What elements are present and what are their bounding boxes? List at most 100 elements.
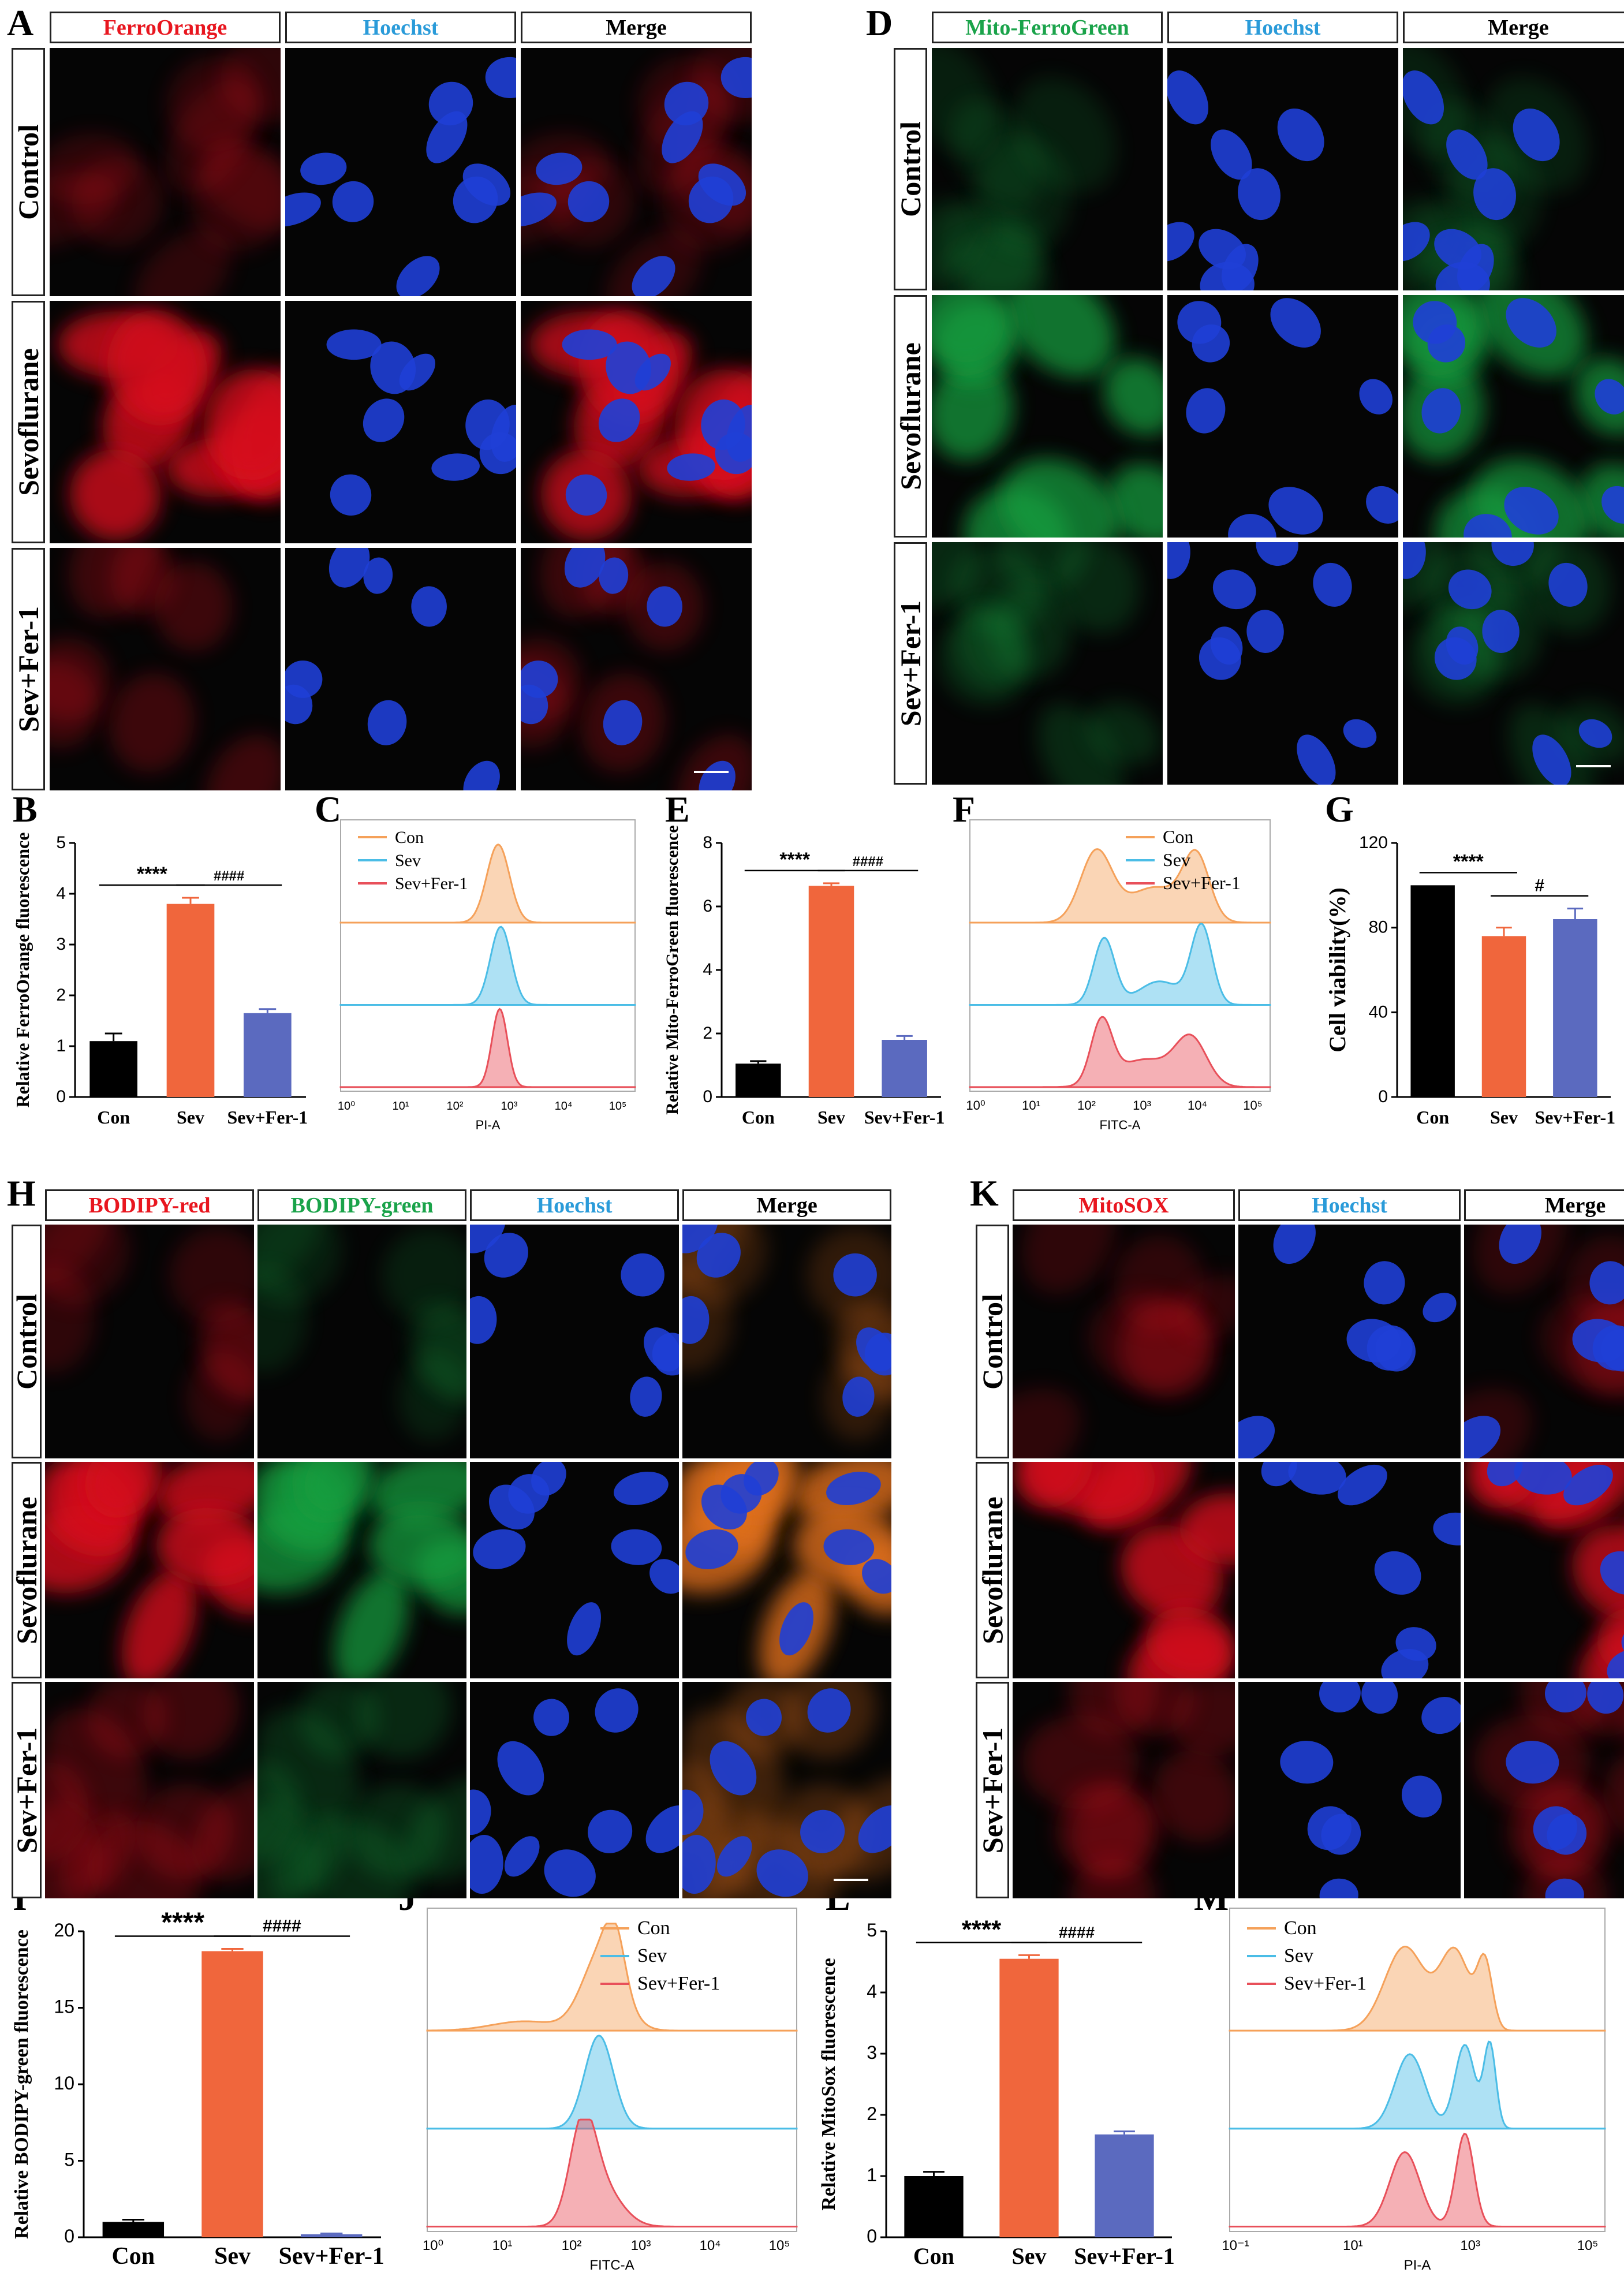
histogram-Sev+Fer-1 bbox=[969, 1016, 1271, 1088]
category-label: Sev+Fer-1 bbox=[1535, 1107, 1616, 1128]
y-axis-label: Relative Mito-FerroGreen fluorescence bbox=[663, 825, 682, 1114]
legend-label: Con bbox=[1284, 1917, 1317, 1939]
y-tick-label: 0 bbox=[1378, 1087, 1388, 1106]
y-tick-label: 3 bbox=[56, 935, 66, 954]
micrograph-D-1-2 bbox=[1403, 295, 1624, 538]
bar-Sev bbox=[201, 1951, 263, 2237]
x-tick-label: 10⁵ bbox=[1243, 1098, 1263, 1113]
y-tick-label: 5 bbox=[56, 833, 66, 852]
x-tick-label: 10⁵ bbox=[769, 2238, 790, 2253]
category-label: Sev+Fer-1 bbox=[864, 1107, 945, 1128]
panel-label-K: K bbox=[970, 1173, 999, 1214]
histogram-M: Con Sev Sev+Fer-1 10⁻¹ 10¹ 10³ 10⁵ PI-A bbox=[1201, 1897, 1616, 2278]
significance-label: #### bbox=[1059, 1923, 1095, 1941]
significance-label: #### bbox=[853, 854, 883, 870]
y-tick-label: 120 bbox=[1359, 833, 1388, 852]
x-tick-label: 10⁴ bbox=[1188, 1098, 1207, 1113]
x-axis-label: PI-A bbox=[1404, 2257, 1431, 2273]
category-label: Sev bbox=[1012, 2243, 1047, 2269]
histogram-Sev bbox=[969, 922, 1271, 1006]
bar-Sev+Fer-1 bbox=[1553, 919, 1597, 1097]
significance-label: **** bbox=[779, 849, 811, 871]
legend-label: Sev+Fer-1 bbox=[395, 874, 468, 893]
bar-chart-E: 0 2 4 6 8 Con Sev Sev+Fer-1 **** #### Relative Mit… bbox=[663, 808, 947, 1137]
micrograph-A-0-0 bbox=[50, 48, 281, 296]
category-label: Sev+Fer-1 bbox=[1074, 2243, 1175, 2269]
bar-chart-B: 0 1 2 3 4 5 Con Sev Sev+Fer-1 **** #### Relative Fe… bbox=[12, 808, 312, 1137]
y-tick-label: 0 bbox=[64, 2226, 74, 2247]
x-tick-label: 10² bbox=[1077, 1098, 1096, 1113]
x-tick-label: 10¹ bbox=[492, 2238, 513, 2253]
panel-label-E: E bbox=[665, 789, 690, 830]
micrograph-K-0-1 bbox=[1238, 1225, 1461, 1458]
histogram-Con bbox=[426, 1923, 798, 2032]
significance-label: **** bbox=[962, 1915, 1002, 1943]
micrograph-H-1-1 bbox=[257, 1462, 466, 1678]
y-tick-label: 0 bbox=[56, 1087, 66, 1106]
category-label: Con bbox=[97, 1107, 130, 1128]
x-tick-label: 10⁰ bbox=[423, 2238, 443, 2253]
micrograph-H-0-2 bbox=[470, 1225, 679, 1458]
y-tick-label: 80 bbox=[1369, 918, 1388, 937]
category-label: Con bbox=[1416, 1107, 1449, 1128]
micrograph-K-2-2 bbox=[1464, 1682, 1624, 1898]
micrograph-A-1-1 bbox=[285, 301, 516, 543]
histogram-Sev bbox=[339, 926, 636, 1006]
category-label: Sev+Fer-1 bbox=[279, 2243, 384, 2270]
y-axis-label: Relative BODIPY-green fluorescence bbox=[11, 1930, 32, 2239]
header-H-1: BODIPY-green bbox=[257, 1189, 466, 1221]
bar-Con bbox=[89, 1041, 137, 1097]
significance-label: # bbox=[1535, 876, 1544, 895]
micrograph-K-2-0 bbox=[1013, 1682, 1235, 1898]
y-tick-label: 0 bbox=[703, 1087, 712, 1106]
micrograph-A-2-0 bbox=[50, 548, 281, 790]
panel-label-G: G bbox=[1325, 789, 1354, 830]
micrograph-H-1-0 bbox=[45, 1462, 254, 1678]
category-label: Con bbox=[111, 2243, 155, 2270]
y-tick-label: 4 bbox=[703, 960, 712, 979]
panel-label-A: A bbox=[7, 2, 34, 43]
header-H-2: Hoechst bbox=[470, 1189, 679, 1221]
row-label-D-1: Sevoflurane bbox=[894, 295, 927, 538]
row-label-D-2: Sev+Fer-1 bbox=[894, 542, 927, 785]
micrograph-A-2-1 bbox=[285, 548, 516, 790]
y-tick-label: 6 bbox=[703, 897, 712, 916]
category-label: Sev bbox=[177, 1107, 204, 1128]
header-D-2: Merge bbox=[1403, 12, 1624, 43]
bar-Sev bbox=[166, 904, 215, 1097]
panel-label-F: F bbox=[953, 789, 976, 830]
x-axis-label: PI-A bbox=[476, 1118, 501, 1132]
scale-bar bbox=[1576, 765, 1611, 767]
y-tick-label: 4 bbox=[56, 884, 66, 903]
bar-Con bbox=[102, 2222, 165, 2237]
panel-label-D: D bbox=[866, 2, 893, 43]
histogram-Sev bbox=[1229, 2040, 1606, 2130]
x-tick-label: 10⁴ bbox=[555, 1100, 573, 1113]
row-label-H-1: Sevoflurane bbox=[12, 1462, 42, 1678]
y-axis-label: Cell viability(%) bbox=[1324, 887, 1350, 1053]
row-label-H-0: Control bbox=[12, 1225, 42, 1458]
significance-label: **** bbox=[161, 1907, 204, 1938]
y-tick-label: 3 bbox=[867, 2042, 877, 2063]
row-label-D-0: Control bbox=[894, 48, 927, 290]
legend-label: Sev bbox=[1163, 849, 1190, 870]
y-tick-label: 40 bbox=[1369, 1002, 1388, 1021]
category-label: Con bbox=[913, 2243, 954, 2269]
x-tick-label: 10³ bbox=[1133, 1098, 1151, 1113]
legend-label: Sev+Fer-1 bbox=[637, 1973, 720, 1994]
bar-Sev+Fer-1 bbox=[244, 1013, 292, 1097]
row-label-H-2: Sev+Fer-1 bbox=[12, 1682, 42, 1898]
category-label: Sev+Fer-1 bbox=[227, 1107, 308, 1128]
histogram-Sev+Fer-1 bbox=[1229, 2132, 1606, 2228]
micrograph-K-1-0 bbox=[1013, 1462, 1235, 1678]
y-tick-label: 5 bbox=[64, 2150, 74, 2170]
legend-label: Sev bbox=[1284, 1945, 1313, 1966]
micrograph-D-0-1 bbox=[1167, 48, 1398, 290]
x-tick-label: 10³ bbox=[631, 2238, 651, 2253]
header-K-2: Merge bbox=[1464, 1189, 1624, 1221]
x-tick-label: 10⁻¹ bbox=[1222, 2238, 1249, 2253]
significance-label: **** bbox=[137, 863, 168, 885]
micrograph-K-0-0 bbox=[1013, 1225, 1235, 1458]
y-tick-label: 1 bbox=[867, 2165, 877, 2185]
category-label: Sev bbox=[1490, 1107, 1518, 1128]
